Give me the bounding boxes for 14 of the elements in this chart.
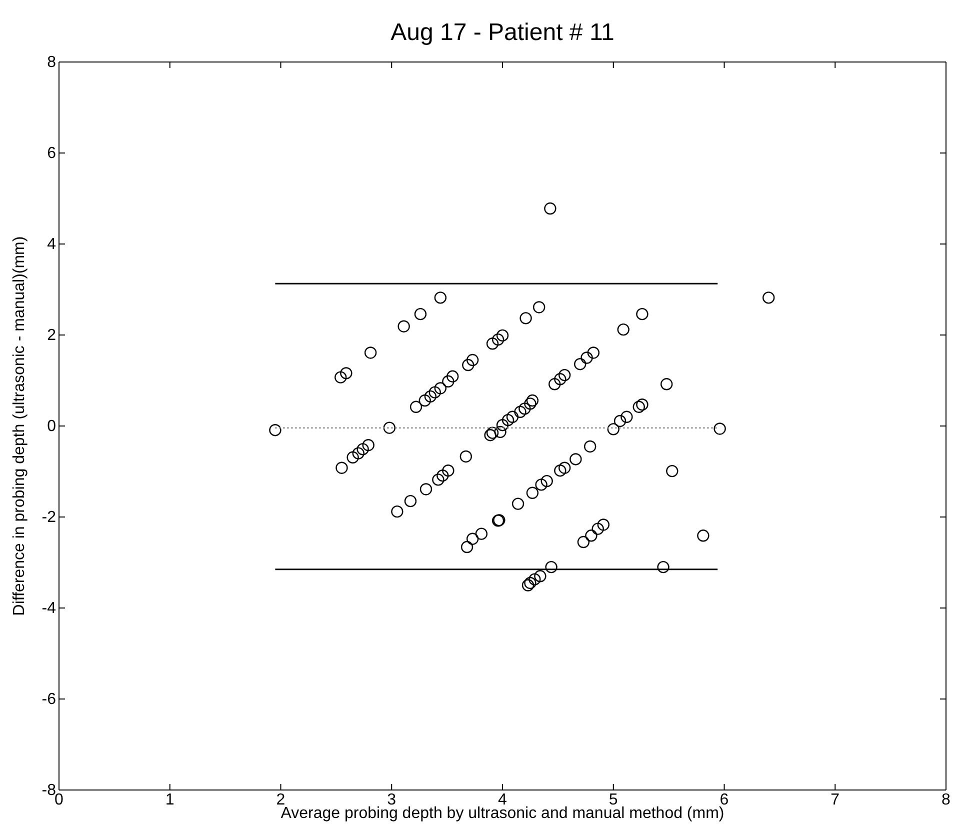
- x-tick-label: 1: [165, 791, 174, 808]
- y-axis-title: Difference in probing depth (ultrasonic - manual)(mm): [11, 236, 28, 616]
- y-tick-label: 0: [47, 418, 56, 436]
- y-tick-label: -6: [42, 691, 56, 708]
- y-tick-label: -4: [42, 600, 56, 618]
- y-tick-label: 4: [47, 236, 56, 254]
- y-tick-label: 8: [47, 54, 56, 72]
- y-tick-label: 2: [47, 327, 56, 344]
- chart-title: Aug 17 - Patient # 11: [390, 19, 614, 46]
- x-tick-label: 7: [830, 791, 840, 808]
- y-tick-label: -2: [42, 509, 56, 526]
- x-tick-label: 8: [942, 791, 951, 808]
- y-tick-label: 6: [47, 145, 56, 162]
- y-tick-label: -8: [42, 782, 56, 800]
